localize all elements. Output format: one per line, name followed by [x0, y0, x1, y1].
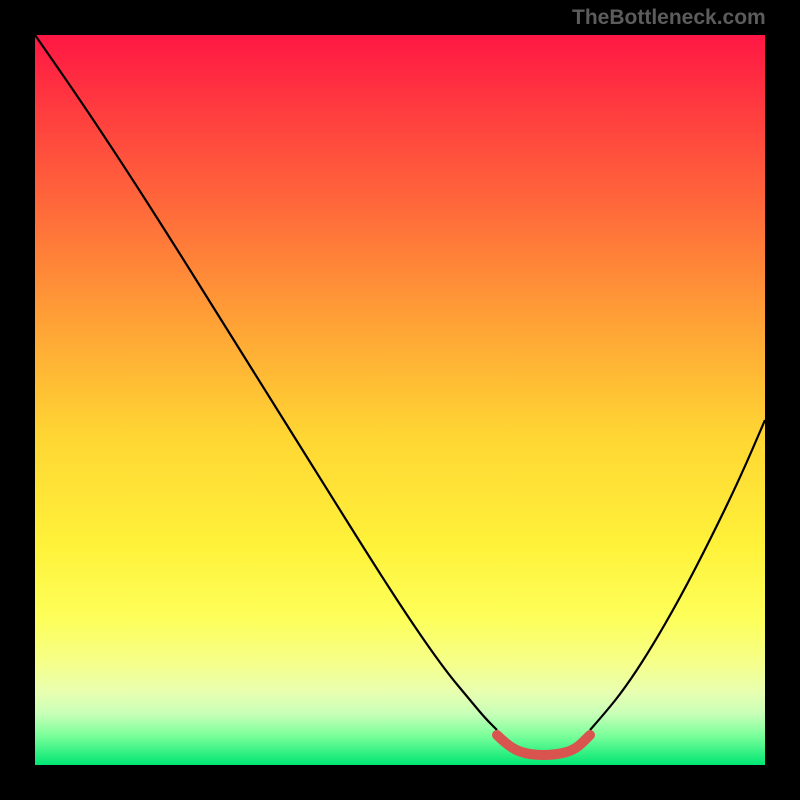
gradient-background [35, 35, 765, 765]
plot-area [35, 35, 765, 765]
plot-svg [35, 35, 765, 765]
chart-container: TheBottleneck.com [0, 0, 800, 800]
watermark-text: TheBottleneck.com [572, 6, 766, 30]
